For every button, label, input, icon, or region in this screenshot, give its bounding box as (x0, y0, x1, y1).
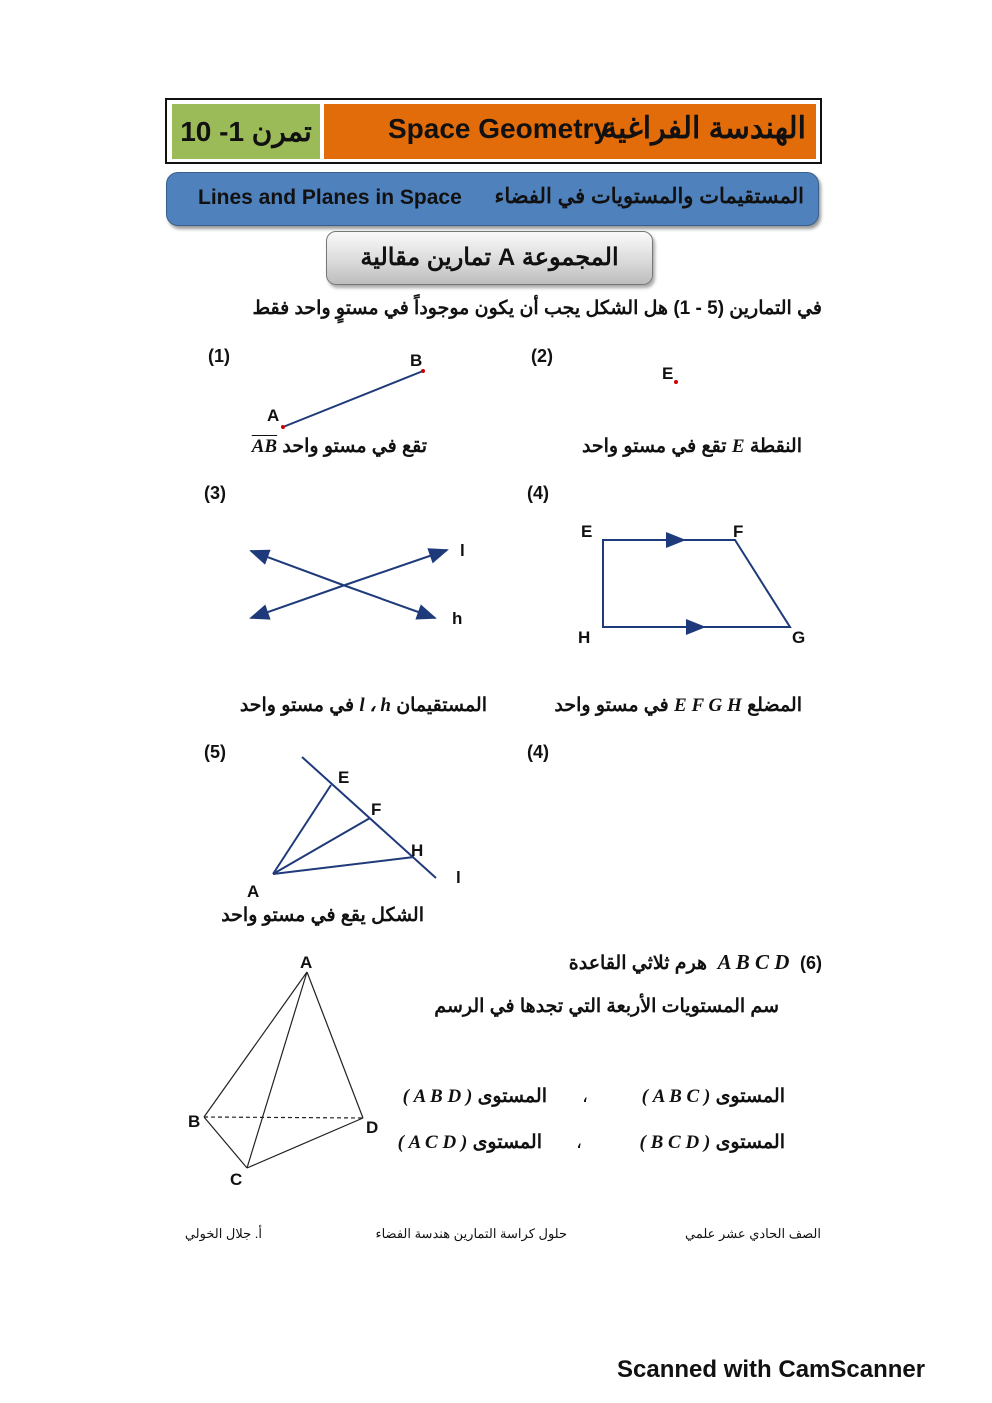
plane-word: المستوى (715, 1086, 785, 1107)
label-l: l (460, 541, 465, 560)
plane-value: ( A C D ) (397, 1132, 468, 1153)
ex3-number: (3) (204, 483, 226, 503)
line-l-right (344, 548, 449, 586)
label-a: A (300, 953, 312, 972)
ex4-answer: المضلع E F G H في مستو واحد (554, 694, 802, 717)
label-a: A (267, 406, 279, 425)
ex6-heading: (6) A B C D هرم ثلاثي القاعدة (569, 950, 822, 975)
subtitle-en: Lines and Planes in Space (198, 186, 462, 209)
ex1-answer: تقع في مستو واحد AB (252, 435, 427, 458)
plane-value: ( B C D ) (639, 1132, 711, 1153)
ex4-number: (4) (527, 483, 549, 503)
ex2-post: تقع في مستو واحد (581, 436, 727, 457)
ex3-post: في مستو واحد (239, 695, 355, 716)
line-l-left (249, 584, 346, 620)
ex1-number: (1) (208, 346, 230, 366)
title-frame (165, 98, 822, 164)
label-b: B (188, 1112, 200, 1131)
plane-abd: المستوى ( A B D ) (403, 1085, 547, 1108)
label-g: G (792, 628, 805, 647)
segment-ae (272, 784, 332, 875)
group-label: المجموعة A تمارين مقالية (360, 244, 619, 271)
footer-grade: الصف الحادي عشر علمي (685, 1226, 821, 1241)
ex6-desc: هرم ثلاثي القاعدة (568, 953, 708, 974)
label-c: C (230, 1170, 242, 1189)
ex5-answer: الشكل يقع في مستو واحد (221, 905, 424, 926)
plane-acd: المستوى ( A C D ) (398, 1131, 542, 1154)
label-h: H (578, 628, 590, 647)
ex2-math: E (731, 436, 745, 457)
label-f: F (733, 522, 743, 541)
label-f: F (371, 800, 381, 819)
ex1-answer-math: AB (251, 436, 278, 457)
plane-value: ( A B D ) (402, 1086, 473, 1107)
title-bar: Space Geometry الهندسة الفراغية (324, 104, 816, 159)
subtitle-ar: المستقيمات والمستويات في الفضاء (494, 185, 804, 208)
label-b: B (410, 351, 422, 370)
line-h-right (342, 584, 437, 620)
label-e: E (338, 768, 349, 787)
camscanner-watermark: Scanned with CamScanner (617, 1356, 926, 1383)
polygon-efgh (602, 539, 792, 628)
segment-ab (282, 370, 424, 428)
plane-bcd: المستوى ( B C D ) (640, 1131, 785, 1154)
segment-ah (272, 856, 415, 875)
subtitle-bar: Lines and Planes in Space المستقيمات وال… (166, 172, 819, 226)
lesson-label: تمرن 1- 10 (180, 116, 312, 147)
plane-value: ( A B C ) (641, 1086, 711, 1107)
ex6-question: سم المستويات الأربعة التي تجدها في الرسم (434, 996, 779, 1017)
ex6-math: A B C D (717, 950, 790, 974)
separator: ، (582, 1086, 589, 1107)
ex4b-number: (4) (527, 742, 549, 762)
footer-teacher: أ. جلال الخولي (184, 1226, 262, 1241)
lesson-badge: تمرن 1- 10 (172, 104, 320, 159)
title-ar: الهندسة الفراغية (601, 112, 806, 145)
ex4-pre: المضلع (747, 695, 802, 716)
ex1-answer-text: تقع في مستو واحد (282, 436, 427, 457)
label-d: D (366, 1118, 378, 1137)
ex3-pre: المستقيمان (396, 695, 487, 716)
footer-book: حلول كراسة التمارين هندسة الفضاء (375, 1226, 567, 1241)
separator: ، (576, 1132, 583, 1153)
label-e: E (662, 364, 673, 383)
label-e: E (581, 522, 592, 541)
plane-word: المستوى (477, 1086, 547, 1107)
ex3-answer: المستقيمان l ، h في مستو واحد (240, 694, 487, 717)
label-l: l (456, 868, 461, 887)
label-h: H (411, 841, 423, 860)
instruction: في التمارين (5 - 1) هل الشكل يجب أن يكون… (252, 298, 822, 319)
ex5-number: (5) (204, 742, 226, 762)
line-h-left (249, 549, 344, 586)
plane-word: المستوى (715, 1132, 785, 1153)
label-h: h (452, 609, 462, 628)
plane-abc: المستوى ( A B C ) (642, 1085, 785, 1108)
group-box: المجموعة A تمارين مقالية (326, 231, 653, 285)
segment-af (272, 817, 371, 875)
ex2-answer: النقطة E تقع في مستو واحد (582, 435, 802, 458)
ex6-number: (6) (799, 953, 822, 973)
ex4-math: E F G H (674, 695, 742, 716)
ex4-post: في مستو واحد (554, 695, 669, 716)
ex3-math: l ، h (359, 695, 391, 716)
plane-word: المستوى (472, 1132, 542, 1153)
ex2-number: (2) (531, 346, 553, 366)
title-en: Space Geometry (388, 113, 609, 144)
label-a: A (247, 882, 259, 901)
ex2-pre: النقطة (749, 436, 802, 457)
